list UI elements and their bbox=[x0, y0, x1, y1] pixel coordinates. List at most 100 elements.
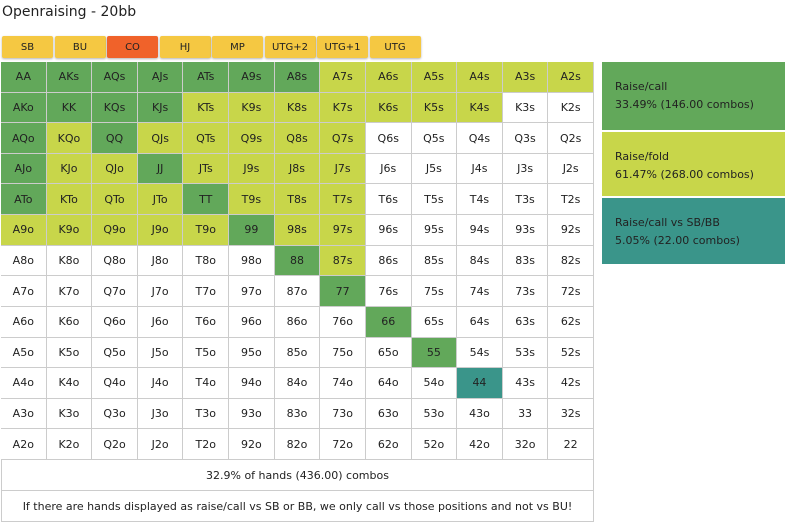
hand-cell[interactable]: J6s bbox=[365, 153, 412, 185]
hand-cell[interactable]: A2o bbox=[1, 429, 47, 460]
hand-cell[interactable]: 53s bbox=[502, 337, 549, 369]
hand-cell[interactable]: 32s bbox=[548, 398, 594, 430]
hand-cell[interactable]: AJo bbox=[1, 153, 47, 185]
hand-cell[interactable]: 75o bbox=[320, 337, 366, 369]
hand-cell[interactable]: 52s bbox=[548, 337, 594, 369]
hand-cell[interactable]: 43o bbox=[457, 398, 503, 430]
hand-cell[interactable]: KQs bbox=[92, 92, 138, 124]
hand-cell[interactable]: 76s bbox=[365, 276, 412, 307]
hand-cell[interactable]: K9o bbox=[46, 215, 93, 246]
hand-cell[interactable]: 94o bbox=[229, 368, 275, 399]
hand-cell[interactable]: Q6o bbox=[92, 306, 138, 338]
hand-cell[interactable]: 73s bbox=[502, 276, 549, 307]
hand-cell[interactable]: 98o bbox=[229, 245, 275, 277]
hand-cell[interactable]: J7s bbox=[320, 153, 366, 185]
hand-cell[interactable]: 32o bbox=[502, 429, 549, 460]
hand-cell[interactable]: QJs bbox=[137, 123, 184, 154]
hand-cell[interactable]: 54s bbox=[457, 337, 503, 369]
hand-cell[interactable]: TT bbox=[183, 184, 230, 216]
hand-cell[interactable]: J4s bbox=[457, 153, 503, 185]
hand-cell[interactable]: 66 bbox=[365, 306, 412, 338]
hand-cell[interactable]: K8o bbox=[46, 245, 93, 277]
hand-cell[interactable]: 63s bbox=[502, 306, 549, 338]
hand-cell[interactable]: Q9o bbox=[92, 215, 138, 246]
hand-cell[interactable]: 98s bbox=[274, 215, 321, 246]
hand-cell[interactable]: 85o bbox=[274, 337, 321, 369]
hand-cell[interactable]: AQo bbox=[1, 123, 47, 154]
hand-cell[interactable]: T9o bbox=[183, 215, 230, 246]
hand-cell[interactable]: 54o bbox=[411, 368, 458, 399]
hand-cell[interactable]: T2o bbox=[183, 429, 230, 460]
hand-cell[interactable]: 95o bbox=[229, 337, 275, 369]
hand-cell[interactable]: T8o bbox=[183, 245, 230, 277]
hand-cell[interactable]: K7o bbox=[46, 276, 93, 307]
hand-cell[interactable]: Q9s bbox=[229, 123, 275, 154]
hand-cell[interactable]: 75s bbox=[411, 276, 458, 307]
hand-cell[interactable]: K4s bbox=[457, 92, 503, 124]
hand-cell[interactable]: A7o bbox=[1, 276, 47, 307]
hand-cell[interactable]: 97o bbox=[229, 276, 275, 307]
hand-cell[interactable]: K8s bbox=[274, 92, 321, 124]
hand-cell[interactable]: 64s bbox=[457, 306, 503, 338]
hand-cell[interactable]: T8s bbox=[274, 184, 321, 216]
hand-cell[interactable]: J8o bbox=[137, 245, 184, 277]
hand-cell[interactable]: 99 bbox=[229, 215, 275, 246]
hand-cell[interactable]: A9s bbox=[229, 62, 275, 93]
hand-cell[interactable]: T5o bbox=[183, 337, 230, 369]
hand-cell[interactable]: QTs bbox=[183, 123, 230, 154]
hand-cell[interactable]: Q8s bbox=[274, 123, 321, 154]
hand-cell[interactable]: K5s bbox=[411, 92, 458, 124]
hand-cell[interactable]: AA bbox=[1, 62, 47, 93]
hand-cell[interactable]: QTo bbox=[92, 184, 138, 216]
hand-cell[interactable]: KK bbox=[46, 92, 93, 124]
hand-cell[interactable]: A4s bbox=[457, 62, 503, 93]
position-tab[interactable]: BU bbox=[54, 36, 106, 58]
position-tab[interactable]: UTG+2 bbox=[264, 36, 316, 58]
hand-cell[interactable]: J9s bbox=[229, 153, 275, 185]
hand-cell[interactable]: 33 bbox=[502, 398, 549, 430]
hand-cell[interactable]: A4o bbox=[1, 368, 47, 399]
hand-cell[interactable]: 94s bbox=[457, 215, 503, 246]
hand-cell[interactable]: Q4o bbox=[92, 368, 138, 399]
hand-cell[interactable]: T2s bbox=[548, 184, 594, 216]
hand-cell[interactable]: KTo bbox=[46, 184, 93, 216]
position-tab[interactable]: CO bbox=[107, 36, 158, 58]
hand-cell[interactable]: 44 bbox=[457, 368, 503, 399]
hand-cell[interactable]: KQo bbox=[46, 123, 93, 154]
hand-cell[interactable]: A3s bbox=[502, 62, 549, 93]
hand-cell[interactable]: K2o bbox=[46, 429, 93, 460]
hand-cell[interactable]: 76o bbox=[320, 306, 366, 338]
hand-cell[interactable]: J8s bbox=[274, 153, 321, 185]
hand-cell[interactable]: T4s bbox=[457, 184, 503, 216]
hand-cell[interactable]: 97s bbox=[320, 215, 366, 246]
hand-cell[interactable]: 86o bbox=[274, 306, 321, 338]
hand-cell[interactable]: Q8o bbox=[92, 245, 138, 277]
hand-cell[interactable]: KJs bbox=[137, 92, 184, 124]
hand-cell[interactable]: 85s bbox=[411, 245, 458, 277]
hand-cell[interactable]: 43s bbox=[502, 368, 549, 399]
hand-cell[interactable]: K3o bbox=[46, 398, 93, 430]
hand-cell[interactable]: 83o bbox=[274, 398, 321, 430]
hand-cell[interactable]: QQ bbox=[92, 123, 138, 154]
hand-cell[interactable]: J6o bbox=[137, 306, 184, 338]
hand-cell[interactable]: T3s bbox=[502, 184, 549, 216]
hand-cell[interactable]: A3o bbox=[1, 398, 47, 430]
hand-cell[interactable]: J5o bbox=[137, 337, 184, 369]
hand-cell[interactable]: 92s bbox=[548, 215, 594, 246]
hand-cell[interactable]: 65o bbox=[365, 337, 412, 369]
hand-cell[interactable]: K3s bbox=[502, 92, 549, 124]
hand-cell[interactable]: AKs bbox=[46, 62, 93, 93]
hand-cell[interactable]: 88 bbox=[274, 245, 321, 277]
hand-cell[interactable]: Q7s bbox=[320, 123, 366, 154]
hand-cell[interactable]: J9o bbox=[137, 215, 184, 246]
hand-cell[interactable]: AQs bbox=[92, 62, 138, 93]
position-tab[interactable]: UTG bbox=[369, 36, 421, 58]
hand-cell[interactable]: A9o bbox=[1, 215, 47, 246]
hand-cell[interactable]: K4o bbox=[46, 368, 93, 399]
hand-cell[interactable]: A7s bbox=[320, 62, 366, 93]
hand-cell[interactable]: 93o bbox=[229, 398, 275, 430]
hand-cell[interactable]: 92o bbox=[229, 429, 275, 460]
hand-cell[interactable]: Q3o bbox=[92, 398, 138, 430]
position-tab[interactable]: UTG+1 bbox=[317, 36, 368, 58]
hand-cell[interactable]: 52o bbox=[411, 429, 458, 460]
